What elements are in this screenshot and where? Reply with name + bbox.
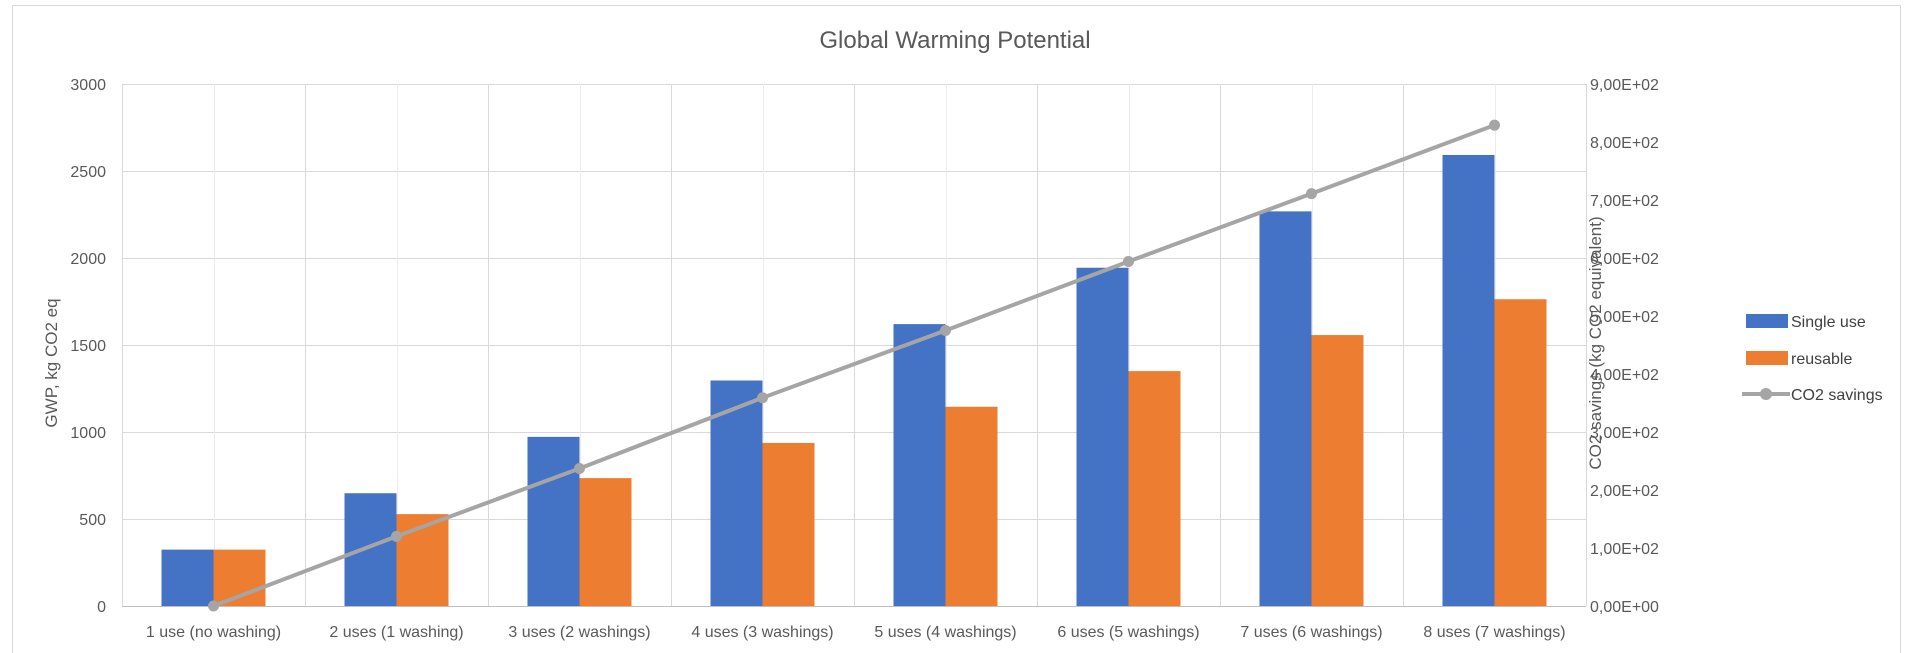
chart-title: Global Warming Potential [819,27,1090,54]
right-axis-ticks: 0,00E+00 1,00E+02 2,00E+02 3,00E+02 4,00E+02… [1590,77,1659,616]
bar-single-use [527,436,580,606]
y2-tick-label: 9,00E+02 [1590,77,1659,94]
y-tick-label: 500 [79,512,106,529]
line-point-co2-savings [757,392,768,404]
bar-reusable [579,478,632,606]
legend-label: Single use [1791,314,1866,331]
bar-reusable [945,406,998,606]
x-tick-label: 3 uses (2 washings) [508,624,650,641]
x-tick-label: 4 uses (3 washings) [691,624,833,641]
bar-single-use [893,324,946,606]
y-axis-title: GWP, kg CO2 eq [42,298,61,427]
line-point-co2-savings [1489,119,1500,131]
line-co2-savings [211,123,1497,608]
y2-tick-label: 5,00E+02 [1590,309,1659,326]
bar-reusable [762,442,815,606]
y2-tick-label: 7,00E+02 [1590,193,1659,210]
legend-label: CO2 savings [1791,387,1883,404]
legend: Single use reusable CO2 savings [1742,314,1883,404]
x-tick-label: 1 use (no washing) [146,624,281,641]
x-tick-label: 6 uses (5 washings) [1057,624,1199,641]
y-tick-label: 1000 [70,425,106,442]
y-tick-label: 0 [97,599,106,616]
line-point-co2-savings [940,325,951,336]
bar-single-use [1076,267,1129,606]
bar-single-use [161,549,214,606]
y2-tick-label: 4,00E+02 [1590,367,1659,384]
y-tick-label: 2500 [70,164,106,181]
y2-tick-label: 3,00E+02 [1590,425,1659,442]
y2-axis-title: CO2 savings (kg CO2 equivalent) [1586,216,1605,469]
line-point-co2-savings [208,600,219,612]
legend-label: reusable [1791,351,1852,368]
bar-series-group [161,154,1547,607]
x-tick-label: 5 uses (4 washings) [874,624,1016,641]
bar-single-use [710,380,763,606]
left-axis-ticks: 0 500 1000 1500 2000 2500 3000 [70,77,106,616]
y-tick-label: 3000 [70,77,106,94]
y2-tick-label: 6,00E+02 [1590,251,1659,268]
bar-reusable [1311,335,1364,606]
bar-single-use [344,493,397,606]
chart-border [12,5,1901,653]
legend-swatch-reusable [1746,351,1788,365]
y-tick-label: 1500 [70,338,106,355]
legend-swatch-single-use [1746,314,1788,328]
x-tick-label: 7 uses (6 washings) [1240,624,1382,641]
bar-reusable [396,514,449,606]
line-series-group [208,119,1500,612]
x-tick-label: 2 uses (1 washing) [329,624,463,641]
y2-tick-label: 8,00E+02 [1590,135,1659,152]
line-point-co2-savings [1123,255,1134,267]
y2-tick-label: 0,00E+00 [1590,599,1659,616]
y2-tick-label: 1,00E+02 [1590,541,1659,558]
x-tick-label: 8 uses (7 washings) [1423,624,1565,641]
bar-single-use [1259,211,1312,607]
line-point-co2-savings [391,530,402,542]
line-point-co2-savings [574,463,585,475]
legend-swatch-marker [1760,388,1772,400]
bar-single-use [1442,154,1495,606]
y-tick-label: 2000 [70,251,106,268]
category-axis-ticks: 1 use (no washing) 2 uses (1 washing) 3 us… [146,624,1566,641]
bar-reusable [1128,371,1181,606]
y2-tick-label: 2,00E+02 [1590,483,1659,500]
bar-reusable [1494,299,1547,606]
line-point-co2-savings [1306,188,1317,200]
